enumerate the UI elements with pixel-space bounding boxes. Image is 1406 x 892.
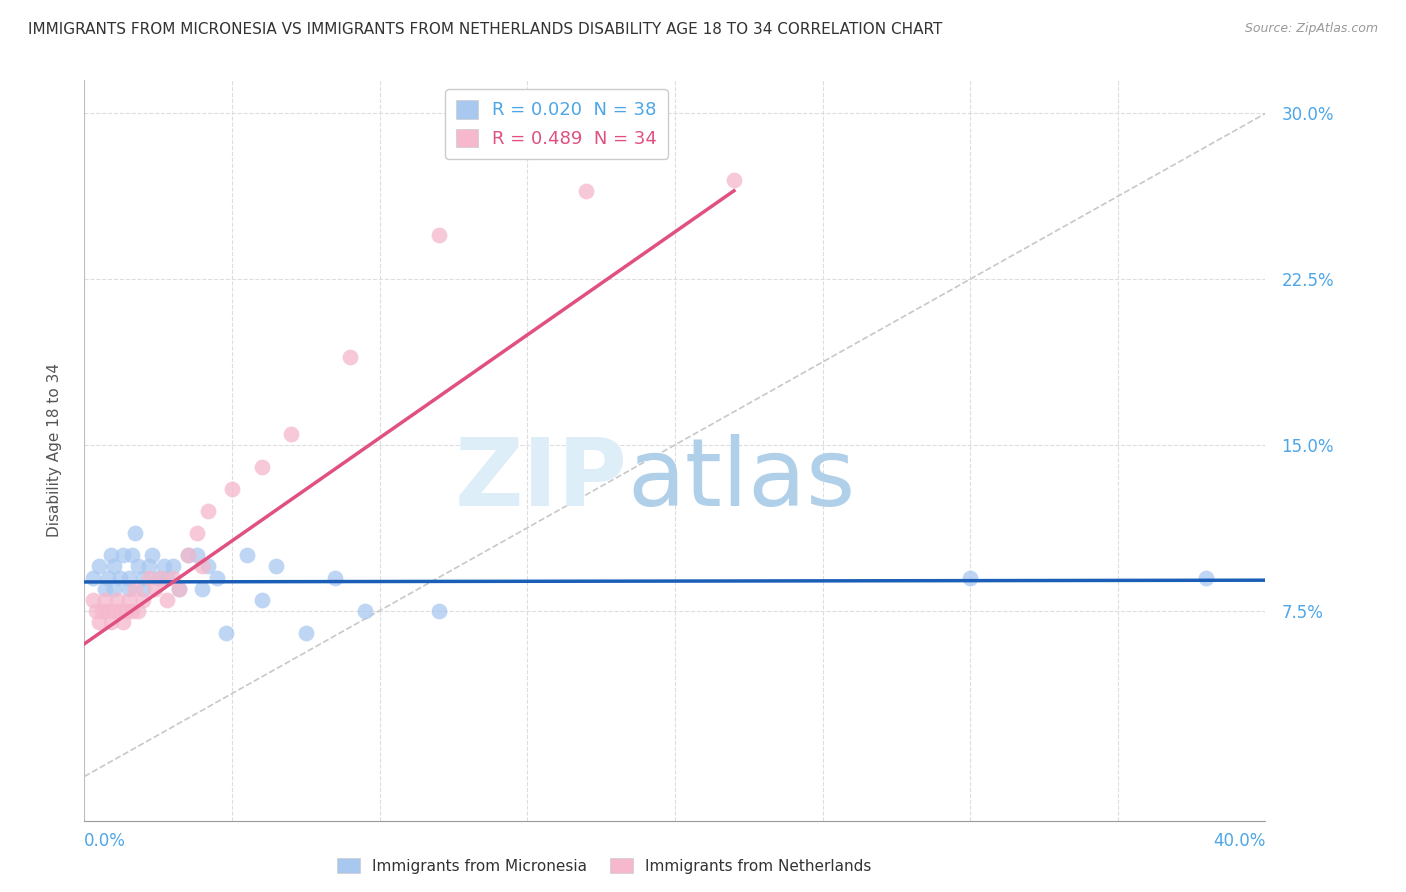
Point — [156, 570, 179, 584]
Point — [177, 549, 200, 563]
Point — [207, 570, 229, 584]
Text: Disability Age 18 to 34: Disability Age 18 to 34 — [48, 363, 62, 538]
Point — [118, 570, 141, 584]
Point — [427, 227, 450, 242]
Point — [266, 559, 288, 574]
Point — [215, 625, 238, 640]
Point — [87, 559, 111, 574]
Point — [94, 592, 117, 607]
Point — [97, 570, 120, 584]
Point — [167, 582, 190, 596]
Text: 0.0%: 0.0% — [84, 831, 127, 850]
Point — [105, 592, 128, 607]
Point — [325, 570, 347, 584]
Text: ZIP: ZIP — [454, 434, 627, 526]
Point — [354, 604, 377, 618]
Point — [111, 549, 134, 563]
Point — [132, 570, 155, 584]
Point — [197, 559, 219, 574]
Text: atlas: atlas — [627, 434, 856, 526]
Point — [186, 549, 208, 563]
Point — [121, 604, 143, 618]
Point — [141, 549, 163, 563]
Point — [236, 549, 259, 563]
Point — [94, 582, 117, 596]
Point — [191, 559, 214, 574]
Point — [153, 559, 176, 574]
Point — [250, 460, 273, 475]
Point — [156, 592, 179, 607]
Point — [427, 604, 450, 618]
Point — [162, 570, 184, 584]
Point — [132, 592, 155, 607]
Point — [138, 559, 160, 574]
Text: Source: ZipAtlas.com: Source: ZipAtlas.com — [1244, 22, 1378, 36]
Point — [132, 582, 155, 596]
Point — [186, 526, 208, 541]
Point — [1195, 570, 1218, 584]
Point — [100, 615, 122, 629]
Point — [103, 559, 125, 574]
Point — [114, 604, 136, 618]
Point — [84, 604, 107, 618]
Point — [118, 592, 141, 607]
Point — [103, 582, 125, 596]
Point — [959, 570, 981, 584]
Point — [108, 570, 131, 584]
Point — [177, 549, 200, 563]
Point — [82, 592, 104, 607]
Point — [103, 604, 125, 618]
Point — [127, 559, 149, 574]
Point — [108, 604, 131, 618]
Point — [87, 615, 111, 629]
Point — [280, 426, 302, 441]
Point — [148, 570, 170, 584]
Point — [197, 504, 219, 518]
Point — [118, 582, 141, 596]
Text: 40.0%: 40.0% — [1213, 831, 1265, 850]
Point — [167, 582, 190, 596]
Legend: Immigrants from Micronesia, Immigrants from Netherlands: Immigrants from Micronesia, Immigrants f… — [330, 852, 877, 880]
Point — [150, 570, 173, 584]
Point — [127, 604, 149, 618]
Point — [575, 184, 598, 198]
Point — [138, 570, 160, 584]
Point — [162, 559, 184, 574]
Point — [91, 604, 114, 618]
Text: IMMIGRANTS FROM MICRONESIA VS IMMIGRANTS FROM NETHERLANDS DISABILITY AGE 18 TO 3: IMMIGRANTS FROM MICRONESIA VS IMMIGRANTS… — [28, 22, 942, 37]
Point — [723, 172, 745, 186]
Point — [221, 482, 243, 496]
Point — [143, 582, 166, 596]
Point — [121, 549, 143, 563]
Point — [82, 570, 104, 584]
Point — [250, 592, 273, 607]
Point — [191, 582, 214, 596]
Point — [111, 615, 134, 629]
Point — [100, 549, 122, 563]
Point — [124, 526, 146, 541]
Point — [295, 625, 318, 640]
Point — [97, 604, 120, 618]
Point — [339, 350, 361, 364]
Point — [124, 582, 146, 596]
